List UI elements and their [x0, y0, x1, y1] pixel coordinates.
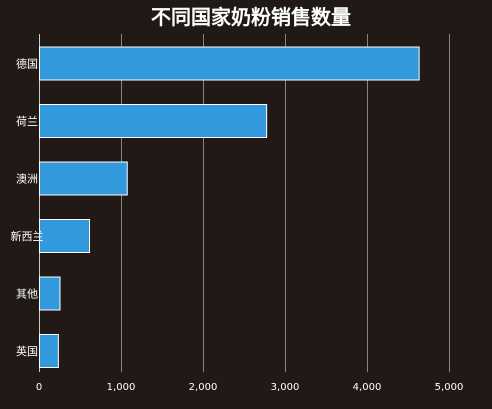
category-label: 新西兰: [11, 229, 44, 243]
bar-3: [39, 161, 128, 196]
bar-1: [39, 46, 420, 81]
category-label: 其他: [16, 288, 38, 301]
chart-title: 不同国家奶粉销售数量: [151, 5, 351, 29]
x-tick-label: 2,000: [189, 382, 218, 393]
category-label: 澳洲: [16, 173, 38, 186]
category-label: 英国: [16, 344, 38, 358]
x-tick-labels: 0 1,000 2,000 3,000 4,000 5,000: [36, 382, 464, 393]
x-tick-label: 3,000: [271, 382, 300, 393]
grid-lines: [39, 34, 450, 372]
category-label: 荷兰: [16, 115, 38, 128]
bar-6: [39, 334, 59, 368]
x-tick-label: 5,000: [435, 382, 464, 393]
bars: [39, 46, 420, 368]
x-tick-label: 0: [36, 382, 42, 393]
bar-5: [39, 276, 61, 311]
x-tick-label: 1,000: [107, 382, 136, 393]
bar-2: [39, 104, 268, 138]
x-tick-label: 4,000: [353, 382, 382, 393]
bar-4: [39, 219, 91, 253]
category-label: 德国: [16, 57, 38, 71]
